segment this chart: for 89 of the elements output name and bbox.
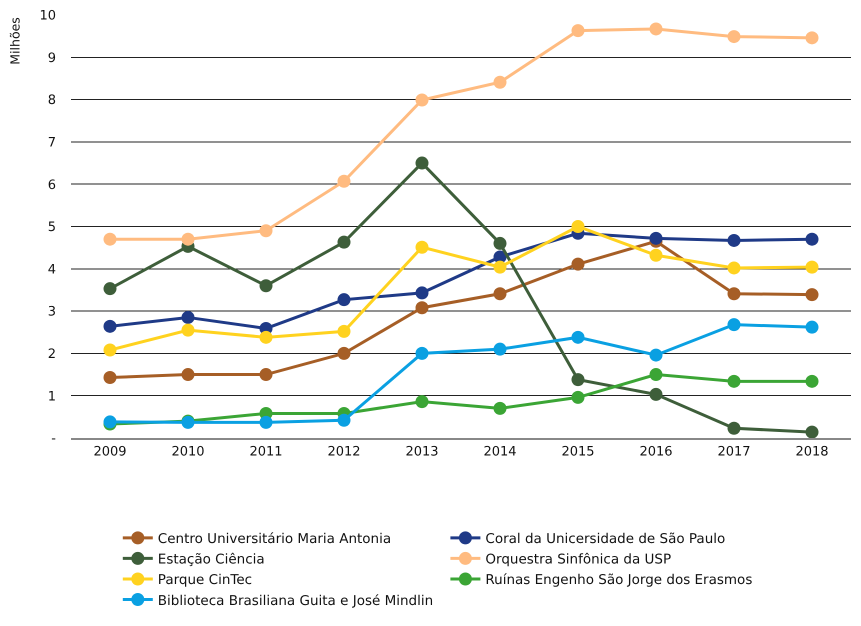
y-tick-label: 9	[48, 50, 56, 66]
point	[650, 348, 662, 362]
point	[260, 279, 272, 292]
point	[806, 374, 818, 388]
point	[806, 260, 818, 274]
point	[260, 224, 272, 238]
point	[104, 232, 116, 246]
point	[260, 416, 272, 429]
point	[806, 288, 818, 302]
point	[806, 232, 818, 246]
point	[572, 24, 584, 38]
point	[104, 371, 116, 384]
y-tick-label: 1	[48, 389, 56, 404]
legend-label: Estação Ciência	[158, 552, 265, 568]
point	[650, 388, 662, 401]
point	[728, 261, 740, 274]
point	[494, 76, 506, 89]
x-tick-label: 2017	[717, 444, 751, 460]
point	[182, 324, 194, 337]
x-tick-label: 2011	[249, 444, 283, 460]
y-tick-label: -	[51, 432, 56, 447]
x-tick-label: 2018	[795, 444, 829, 460]
point	[728, 422, 740, 435]
legend-label: Coral da Unicersidade de São Paulo	[485, 531, 726, 548]
point	[104, 415, 116, 428]
y-tick-label: 5	[48, 220, 56, 236]
point	[260, 330, 272, 344]
point	[182, 368, 194, 382]
y-tick-label: 8	[48, 93, 56, 108]
point	[416, 301, 428, 314]
point	[650, 248, 662, 262]
point	[728, 374, 740, 388]
x-tick-label: 2010	[171, 444, 205, 460]
point	[416, 156, 428, 170]
point	[182, 310, 194, 324]
point	[416, 286, 428, 300]
legend-label: Ruínas Engenho São Jorge dos Erasmos	[485, 572, 752, 588]
x-tick-label: 2016	[639, 444, 673, 460]
point	[572, 390, 584, 404]
point	[728, 287, 740, 300]
y-tick-label: 3	[48, 304, 56, 320]
point	[338, 174, 350, 188]
point	[338, 236, 350, 249]
point	[728, 318, 740, 332]
y-tick-label: 6	[48, 178, 56, 193]
x-tick-label: 2012	[327, 444, 361, 460]
point	[338, 293, 350, 306]
legend-label: Centro Universitário Maria Antonia	[158, 531, 392, 548]
y-tick-label: 10	[39, 8, 56, 24]
point	[650, 232, 662, 245]
point	[572, 330, 584, 344]
y-axis-title: Milhões	[8, 17, 23, 65]
point	[104, 320, 116, 333]
x-tick-label: 2013	[405, 444, 439, 460]
point	[104, 344, 116, 357]
point	[416, 240, 428, 254]
point	[416, 346, 428, 360]
point	[260, 368, 272, 382]
point	[338, 346, 350, 360]
point	[728, 30, 740, 44]
point	[728, 234, 740, 247]
point	[494, 342, 506, 356]
point	[494, 236, 506, 250]
x-tick-label: 2014	[483, 444, 517, 460]
point	[494, 287, 506, 300]
y-tick-label: 7	[48, 135, 56, 150]
point	[494, 260, 506, 274]
point	[572, 258, 584, 271]
point	[338, 324, 350, 338]
x-tick-label: 2009	[93, 444, 127, 460]
point	[338, 414, 350, 427]
point	[416, 395, 428, 408]
legend-label: Orquestra Sinfônica da USP	[485, 552, 672, 568]
point	[182, 232, 194, 246]
y-tick-label: 2	[48, 346, 56, 362]
point	[572, 220, 584, 233]
legend-label: Biblioteca Brasiliana Guita e José Mindlin	[158, 592, 434, 609]
point	[806, 31, 818, 44]
point	[416, 94, 428, 107]
point	[806, 320, 818, 334]
point	[494, 402, 506, 415]
point	[572, 373, 584, 386]
point	[806, 426, 818, 439]
y-tick-label: 4	[48, 262, 56, 278]
point	[650, 22, 662, 36]
point	[104, 282, 116, 296]
point	[650, 368, 662, 382]
legend-label: Parque CinTec	[158, 572, 252, 588]
x-tick-label: 2015	[561, 444, 595, 460]
